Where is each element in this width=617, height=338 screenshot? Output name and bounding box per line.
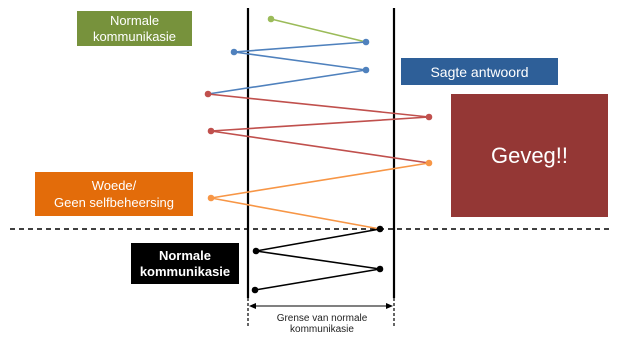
orange-zigzag	[207, 159, 433, 230]
normal-bottom-line-2: kommunikasie	[139, 263, 231, 279]
black-point	[376, 265, 384, 273]
bracket-arrow-left	[249, 303, 256, 309]
rage-line-2: Geen selfbeheersing	[54, 195, 174, 210]
normal-bottom-line-1: Normale	[158, 247, 211, 263]
normal-communication-bottom-box: Normale kommunikasie	[131, 243, 239, 284]
normal-top-line-2: kommunikasie	[92, 28, 177, 44]
blue-point	[362, 66, 370, 74]
black-zigzag	[251, 225, 384, 294]
black-point	[252, 247, 260, 255]
orange-point	[425, 159, 433, 167]
fight-label: Geveg!!	[490, 142, 569, 168]
blue-zigzag	[207, 38, 370, 95]
black-point	[376, 225, 384, 233]
red-point	[204, 90, 212, 98]
boundary-bracket	[247, 298, 395, 326]
boundary-caption: Grense van normale kommunikasie	[249, 313, 395, 335]
boundary-caption-line-1: Grense van normale	[276, 313, 368, 324]
normal-top-line-1: Normale	[109, 12, 160, 28]
rage-line-1: Woede/	[91, 178, 137, 193]
rage-box: Woede/ Geen selfbeheersing	[35, 172, 193, 216]
fight-box: Geveg!!	[451, 94, 608, 217]
blue-point	[362, 38, 370, 46]
black-point	[251, 286, 259, 294]
red-point	[425, 113, 433, 121]
red-point	[207, 127, 215, 135]
soft-answer-label: Sagte antwoord	[430, 63, 529, 80]
blue-point	[230, 48, 238, 56]
boundary-caption-line-2: kommunikasie	[290, 324, 354, 335]
green-point	[267, 15, 275, 23]
bracket-arrow-right	[386, 303, 393, 309]
green-zigzag	[267, 15, 367, 43]
orange-point	[207, 194, 215, 202]
normal-communication-top-box: Normale kommunikasie	[77, 11, 192, 46]
red-zigzag	[204, 90, 433, 164]
soft-answer-box: Sagte antwoord	[401, 58, 558, 85]
